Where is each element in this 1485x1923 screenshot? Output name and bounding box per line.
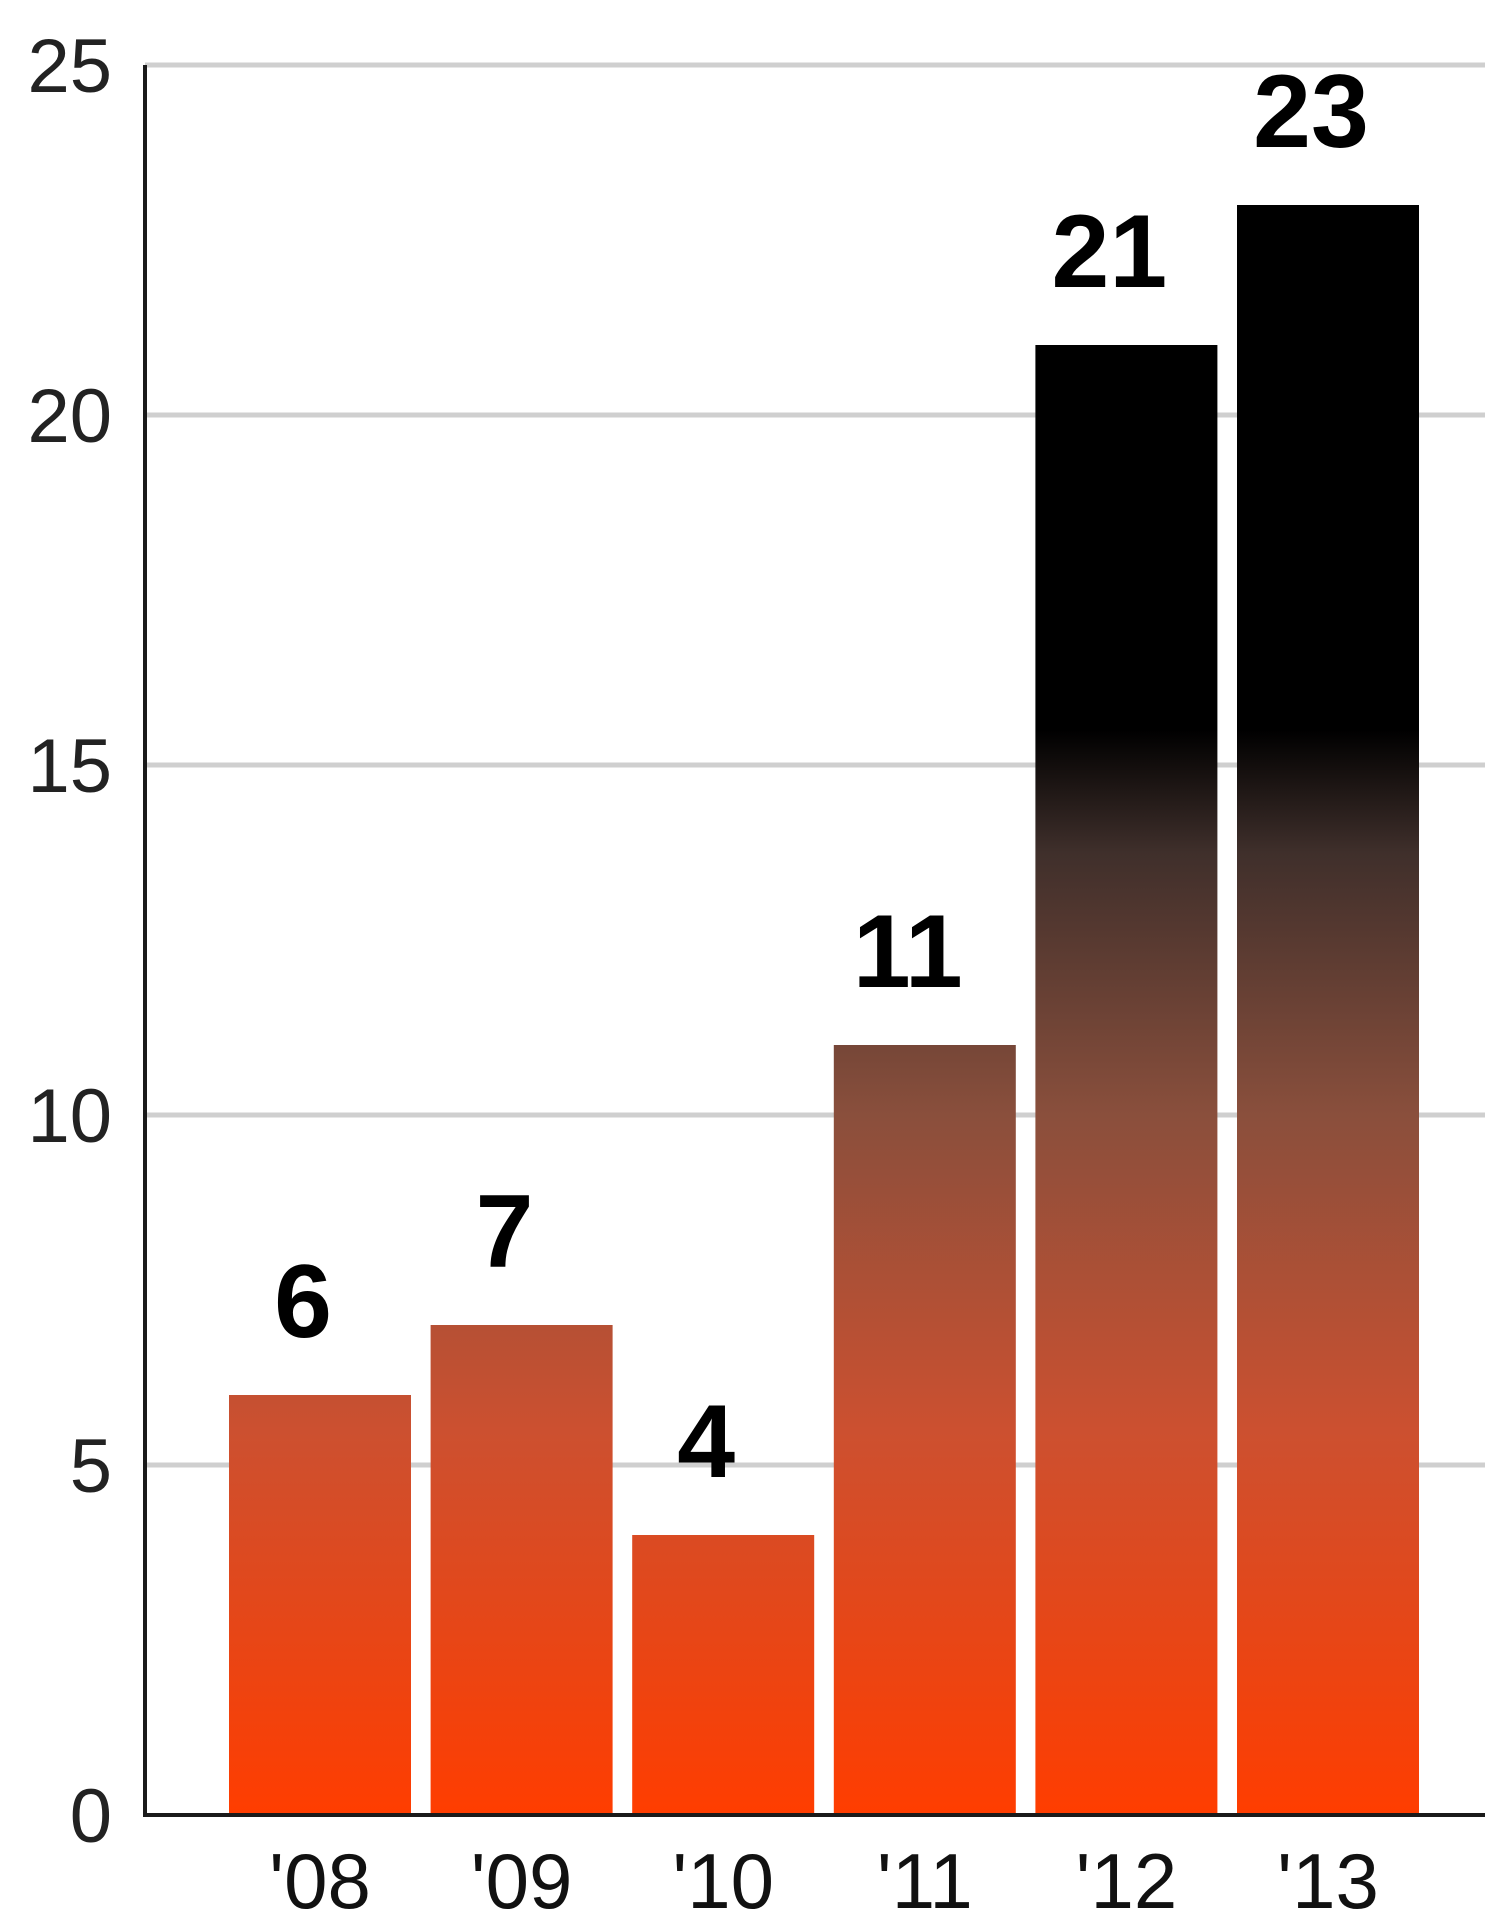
x-tick-label: '10 (672, 1837, 774, 1923)
bar-value-label: 6 (274, 1244, 332, 1360)
y-tick-label: 20 (27, 374, 112, 459)
bar-value-labels: 6 7 4 11 21 23 (274, 54, 1369, 1500)
bar-value-label: 21 (1052, 194, 1168, 310)
y-tick-label: 25 (27, 24, 112, 109)
bar (430, 1325, 613, 1815)
bar (632, 1535, 815, 1815)
bar (1237, 205, 1419, 1815)
y-tick-label: 0 (70, 1774, 112, 1859)
y-tick-label: 5 (70, 1424, 112, 1509)
bar-value-label: 7 (476, 1174, 534, 1290)
x-tick-label: '13 (1277, 1837, 1379, 1923)
bar-value-label: 11 (853, 894, 963, 1010)
x-tick-label: '08 (269, 1837, 371, 1923)
bar (1035, 345, 1218, 1815)
y-tick-label: 15 (27, 724, 112, 809)
axes (143, 65, 1485, 1817)
bar (833, 1045, 1016, 1815)
x-tick-label: '12 (1076, 1837, 1178, 1923)
x-axis-tick-labels: '08 '09 '10 '11 '12 '13 (269, 1837, 1379, 1923)
bar (229, 1395, 411, 1815)
bars (229, 205, 1419, 1815)
x-tick-label: '11 (877, 1837, 973, 1923)
bar-value-label: 23 (1253, 54, 1369, 170)
y-axis-tick-labels: 0 5 10 15 20 25 (27, 24, 112, 1859)
bar-value-label: 4 (677, 1384, 735, 1500)
y-tick-label: 10 (27, 1074, 112, 1159)
x-tick-label: '09 (471, 1837, 573, 1923)
